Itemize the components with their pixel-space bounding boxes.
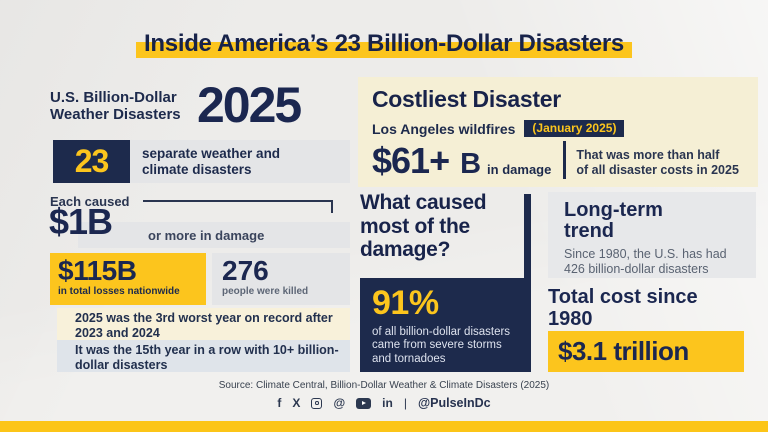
threads-icon: @ — [333, 396, 346, 410]
disaster-count-caption-line1: separate weather and — [142, 146, 281, 162]
people-killed-box: 276 people were killed — [212, 253, 350, 305]
instagram-icon — [311, 397, 323, 409]
disaster-count-caption: separate weather and climate disasters — [142, 146, 280, 176]
costliest-note-line1: That was more than half — [576, 147, 720, 162]
cause-caption-line1: of all billion-dollar disasters — [372, 325, 511, 338]
costliest-note: That was more than half of all disaster … — [576, 148, 739, 179]
total-cost-value: $3.1 trillion — [558, 336, 689, 366]
disaster-count-caption-line2: climate disasters — [142, 161, 252, 177]
costliest-amount-unit: B — [460, 148, 482, 180]
bottom-accent-bar — [0, 421, 768, 432]
instagram-icon-dot — [315, 401, 319, 405]
each-caused-label: Each caused — [50, 194, 130, 209]
disaster-count-box: 23 — [53, 140, 130, 183]
youtube-play-icon — [361, 401, 366, 405]
cause-caption-line3: and tornadoes — [372, 353, 446, 366]
cause-caption-line2: came from severe storms — [372, 339, 502, 352]
source-line: Source: Climate Central, Billion-Dollar … — [218, 380, 550, 391]
one-billion-value: $1B — [49, 201, 113, 242]
youtube-icon — [356, 397, 372, 409]
left-header-label-line1: U.S. Billion-Dollar — [50, 89, 177, 106]
page-title: Inside America’s 23 Billion-Dollar Disas… — [136, 30, 632, 58]
note-3rd-worst-year: 2025 was the 3rd worst year on record af… — [57, 308, 350, 340]
costliest-amount: $61+ — [372, 140, 450, 181]
trend-heading: Long-term trend — [564, 199, 663, 242]
social-handle: @PulseInDc — [417, 396, 491, 410]
costliest-date-chip: (January 2025) — [524, 120, 625, 137]
bracket-line — [143, 200, 333, 213]
year-value: 2025 — [197, 77, 302, 133]
left-header-label: U.S. Billion-Dollar Weather Disasters — [50, 89, 181, 123]
cause-percent: 91% — [372, 284, 439, 322]
note-15th-year: It was the 15th year in a row with 10+ b… — [57, 340, 350, 372]
title-bar: Inside America’s 23 Billion-Dollar Disas… — [0, 30, 768, 58]
people-killed-value: 276 — [222, 255, 269, 286]
cause-caption: of all billion-dollar disasters came fro… — [372, 326, 531, 367]
social-row: f X @ in | @PulseInDc — [0, 396, 768, 410]
disaster-count-bar: 23 separate weather and climate disaster… — [53, 140, 350, 183]
costliest-event: Los Angeles wildfires — [372, 120, 516, 137]
divider-line — [563, 141, 567, 179]
left-header-label-line2: Weather Disasters — [50, 105, 181, 123]
linkedin-icon: in — [382, 396, 393, 410]
total-losses-value: $115B — [58, 255, 137, 286]
costliest-disaster-panel: Costliest Disaster Los Angeles wildfires… — [358, 77, 758, 187]
total-cost-heading: Total cost since 1980 — [548, 286, 698, 330]
x-icon: X — [292, 396, 301, 410]
disaster-count-value: 23 — [74, 143, 110, 179]
cause-heading: What caused most of the damage? — [360, 191, 487, 262]
costliest-event-row: Los Angeles wildfires (January 2025) — [372, 120, 744, 137]
trend-body: Since 1980, the U.S. has had 426 billion… — [564, 247, 727, 276]
total-cost-box: $3.1 trillion — [548, 331, 744, 372]
facebook-icon: f — [277, 396, 282, 410]
long-term-trend-box: Long-term trend Since 1980, the U.S. has… — [548, 192, 756, 278]
cause-stat-box: 91% of all billion-dollar disasters came… — [360, 278, 531, 372]
costliest-amount-caption: in damage — [487, 162, 552, 177]
people-killed-caption: people were killed — [222, 286, 309, 298]
costliest-amount-row: $61+ B in damage That was more than half… — [372, 141, 744, 179]
costliest-note-line2: of all disaster costs in 2025 — [576, 162, 739, 177]
costliest-heading: Costliest Disaster — [372, 86, 561, 112]
social-separator: | — [403, 396, 407, 410]
one-billion-bar: or more in damage — [78, 222, 350, 248]
one-billion-caption: or more in damage — [148, 227, 265, 243]
total-losses-caption: in total losses nationwide — [58, 286, 180, 298]
total-losses-box: $115B in total losses nationwide — [50, 253, 206, 305]
